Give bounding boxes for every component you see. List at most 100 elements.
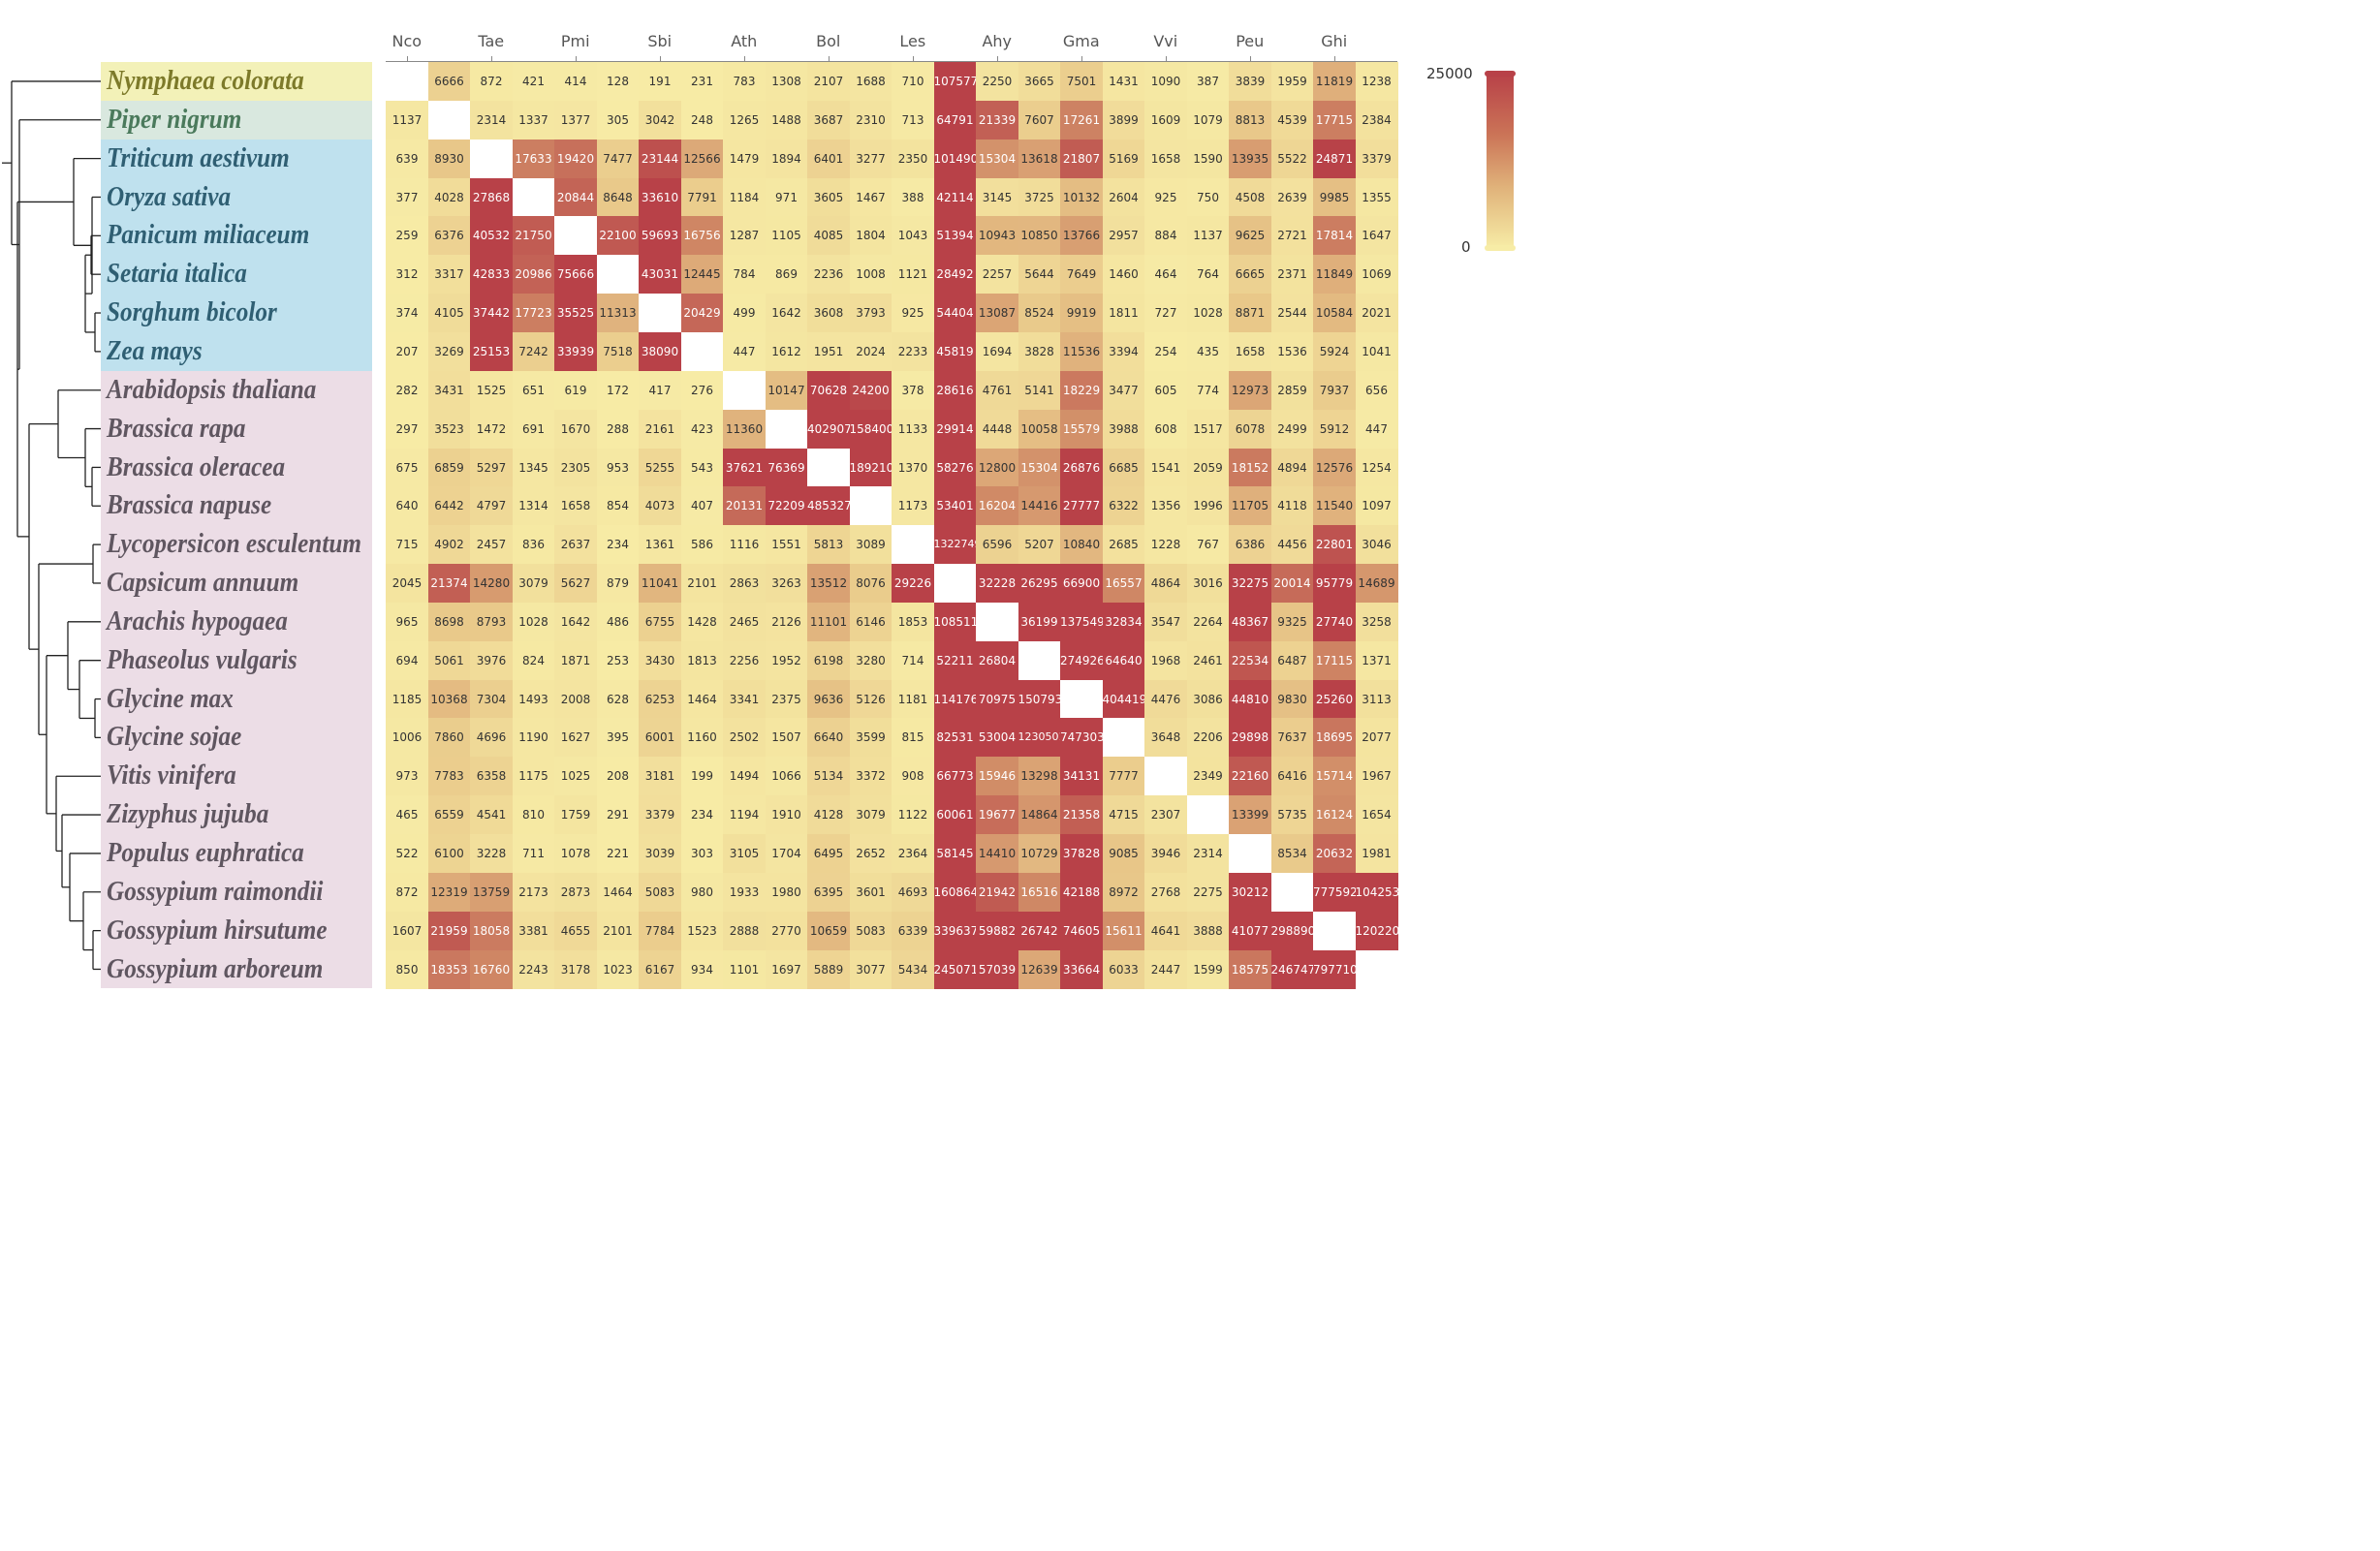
heatmap-cell: 6401 [807,139,850,179]
legend-min-label: 0 [1461,238,1471,256]
heatmap-cell: 3263 [765,564,808,604]
heatmap-cell: 872 [470,62,513,102]
heatmap-cell: 3725 [1018,177,1061,217]
heatmap-cell: 4864 [1144,564,1187,604]
heatmap-cell: 15611 [1102,911,1145,951]
heatmap-cell: 2364 [892,834,934,874]
heatmap-cell [807,448,850,487]
heatmap-cell: 1090 [1144,62,1187,102]
heatmap-cell: 2639 [1270,177,1314,217]
heatmap-cell: 5126 [849,679,892,719]
heatmap-cell: 378 [892,370,934,411]
heatmap-cell: 288 [596,409,640,449]
heatmap-cell: 499 [723,294,766,333]
heatmap-cell: 23144 [639,139,681,179]
heatmap-cell: 1658 [554,486,597,526]
heatmap-cell: 1488 [765,100,808,140]
heatmap-cell: 19420 [554,139,597,179]
heatmap-cell: 7607 [1018,100,1061,140]
group-band [101,100,372,140]
heatmap-cell: 14689 [1355,564,1398,604]
heatmap-cell: 137549 [1060,602,1105,642]
column-tick [828,56,830,62]
heatmap-cell: 1472 [470,409,513,449]
heatmap-cell: 4541 [470,795,513,835]
heatmap-cell: 70628 [807,370,850,411]
heatmap-cell: 1967 [1355,757,1398,796]
heatmap-cell: 6666 [427,62,471,102]
heatmap-cell: 3016 [1186,564,1230,604]
heatmap-cell: 1804 [849,216,892,256]
heatmap-cell: 16516 [1018,872,1061,913]
heatmap-cell: 59882 [976,911,1018,951]
heatmap-cell: 5134 [807,757,850,796]
heatmap-cell: 6416 [1270,757,1314,796]
group-band [101,370,372,989]
heatmap-cell [1186,795,1230,835]
heatmap-cell: 3089 [849,525,892,565]
species-label: Gossypium hirsutume [107,915,328,946]
heatmap-cell: 2349 [1186,757,1230,796]
heatmap-cell: 37828 [1060,834,1103,874]
heatmap-cell: 1952 [765,640,808,681]
heatmap-cell: 18229 [1060,370,1103,411]
heatmap-cell: 5169 [1102,139,1145,179]
heatmap-cell: 1370 [892,448,934,487]
heatmap-cell: 6596 [976,525,1018,565]
heatmap-cell: 628 [596,679,640,719]
heatmap-cell: 4448 [976,409,1018,449]
heatmap-cell: 1345 [512,448,555,487]
heatmap-cell: 1043 [892,216,934,256]
heatmap-cell: 2873 [554,872,597,913]
heatmap-cell: 1228 [1144,525,1187,565]
heatmap-cell [386,62,428,102]
heatmap-cell: 1853 [892,602,934,642]
heatmap-cell: 15714 [1313,757,1356,796]
heatmap-cell: 2652 [849,834,892,874]
heatmap-cell: 1377 [554,100,597,140]
heatmap-cell: 2021 [1355,294,1398,333]
heatmap-cell: 1254 [1355,448,1398,487]
heatmap-cell: 9919 [1060,294,1103,333]
heatmap-cell: 13087 [976,294,1018,333]
heatmap-cell: 3105 [723,834,766,874]
heatmap-cell: 710 [892,62,934,102]
species-label: Brassica rapa [107,413,246,444]
heatmap-cell: 3523 [427,409,471,449]
heatmap-cell: 234 [680,795,724,835]
heatmap-cell: 20429 [680,294,724,333]
column-tick [406,56,408,62]
heatmap-cell: 869 [765,255,808,295]
heatmap-cell: 714 [892,640,934,681]
heatmap-cell: 1078 [554,834,597,874]
heatmap-cell: 3269 [427,331,471,372]
heatmap-cell: 3793 [849,294,892,333]
heatmap-cell: 15304 [1018,448,1061,487]
heatmap-cell: 114176 [933,679,978,719]
heatmap-cell [639,294,681,333]
heatmap-cell: 3899 [1102,100,1145,140]
heatmap-cell: 1066 [765,757,808,796]
species-label: Populus euphratica [107,838,304,868]
heatmap-cell: 784 [723,255,766,295]
heatmap-cell: 16756 [680,216,724,256]
heatmap-cell: 6339 [892,911,934,951]
heatmap-cell: 3648 [1144,718,1187,758]
heatmap-cell: 1996 [1186,486,1230,526]
heatmap-cell: 1811 [1102,294,1145,333]
heatmap-cell: 1981 [1355,834,1398,874]
heatmap-cell: 2243 [512,949,555,989]
heatmap-cell: 24200 [849,370,892,411]
heatmap-cell: 298890 [1270,911,1315,951]
heatmap-cell: 1464 [680,679,724,719]
heatmap-cell: 1265 [723,100,766,140]
heatmap-cell: 6100 [427,834,471,874]
species-label: Brassica oleracea [107,451,286,482]
heatmap-cell: 76369 [765,448,808,487]
heatmap-cell: 43031 [639,255,681,295]
heatmap-cell: 108511 [933,602,978,642]
heatmap-cell: 5207 [1018,525,1061,565]
heatmap-cell: 2024 [849,331,892,372]
heatmap-cell: 8930 [427,139,471,179]
heatmap-cell: 9625 [1229,216,1271,256]
